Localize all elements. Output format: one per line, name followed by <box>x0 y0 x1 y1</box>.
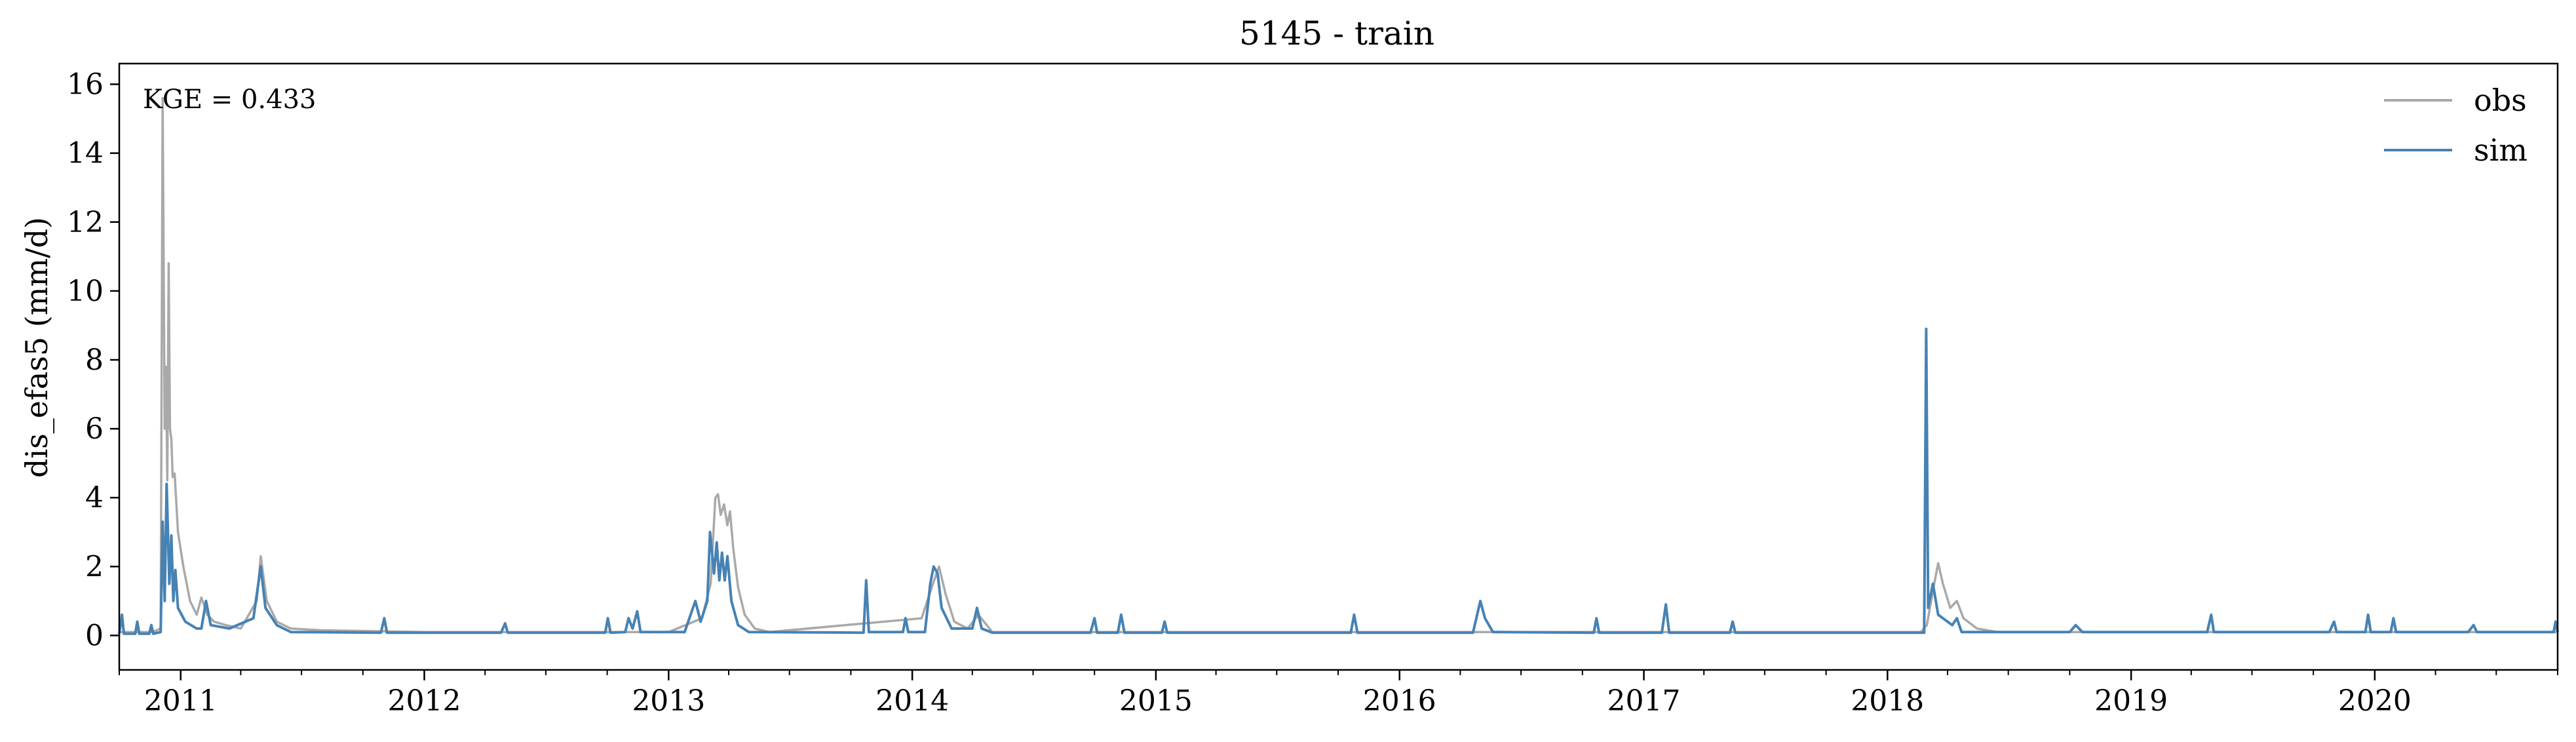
y-tick-label: 6 <box>85 412 104 446</box>
y-tick-label: 14 <box>67 137 104 170</box>
legend-label-obs: obs <box>2474 83 2527 118</box>
x-tick-label: 2015 <box>1119 684 1193 718</box>
y-tick-label: 2 <box>85 550 104 583</box>
x-tick-label: 2012 <box>388 684 461 718</box>
x-tick-label: 2016 <box>1363 684 1436 718</box>
plot-series <box>118 96 2559 635</box>
y-tick-label: 4 <box>85 481 104 515</box>
chart-title: 5145 - train <box>1239 14 1434 52</box>
y-tick-label: 16 <box>67 68 104 102</box>
y-tick-label: 12 <box>67 206 104 239</box>
y-axis: 0 2 4 6 8 10 12 14 16 <box>67 68 119 652</box>
series-line-sim <box>118 327 2559 635</box>
kge-annotation: KGE = 0.433 <box>143 85 317 115</box>
y-tick-label: 10 <box>67 275 104 308</box>
x-tick-label: 2020 <box>2338 684 2412 718</box>
x-tick-label: 2018 <box>1851 684 1924 718</box>
x-axis: 2011 2012 2013 2014 2015 2016 2017 2018 2019 2020 <box>119 670 2558 718</box>
x-tick-label: 2013 <box>632 684 705 718</box>
x-tick-label: 2017 <box>1607 684 1681 718</box>
legend: obs sim <box>2384 83 2528 168</box>
series-line-obs <box>119 96 2558 633</box>
x-tick-label: 2014 <box>875 684 949 718</box>
y-axis-label: dis_efas5 (mm/d) <box>19 217 54 478</box>
x-tick-label: 2019 <box>2094 684 2168 718</box>
legend-label-sim: sim <box>2474 132 2528 168</box>
plot-frame <box>118 62 2559 671</box>
y-tick-label: 8 <box>85 343 104 377</box>
y-tick-label: 0 <box>85 619 104 652</box>
x-tick-label: 2011 <box>144 684 218 718</box>
